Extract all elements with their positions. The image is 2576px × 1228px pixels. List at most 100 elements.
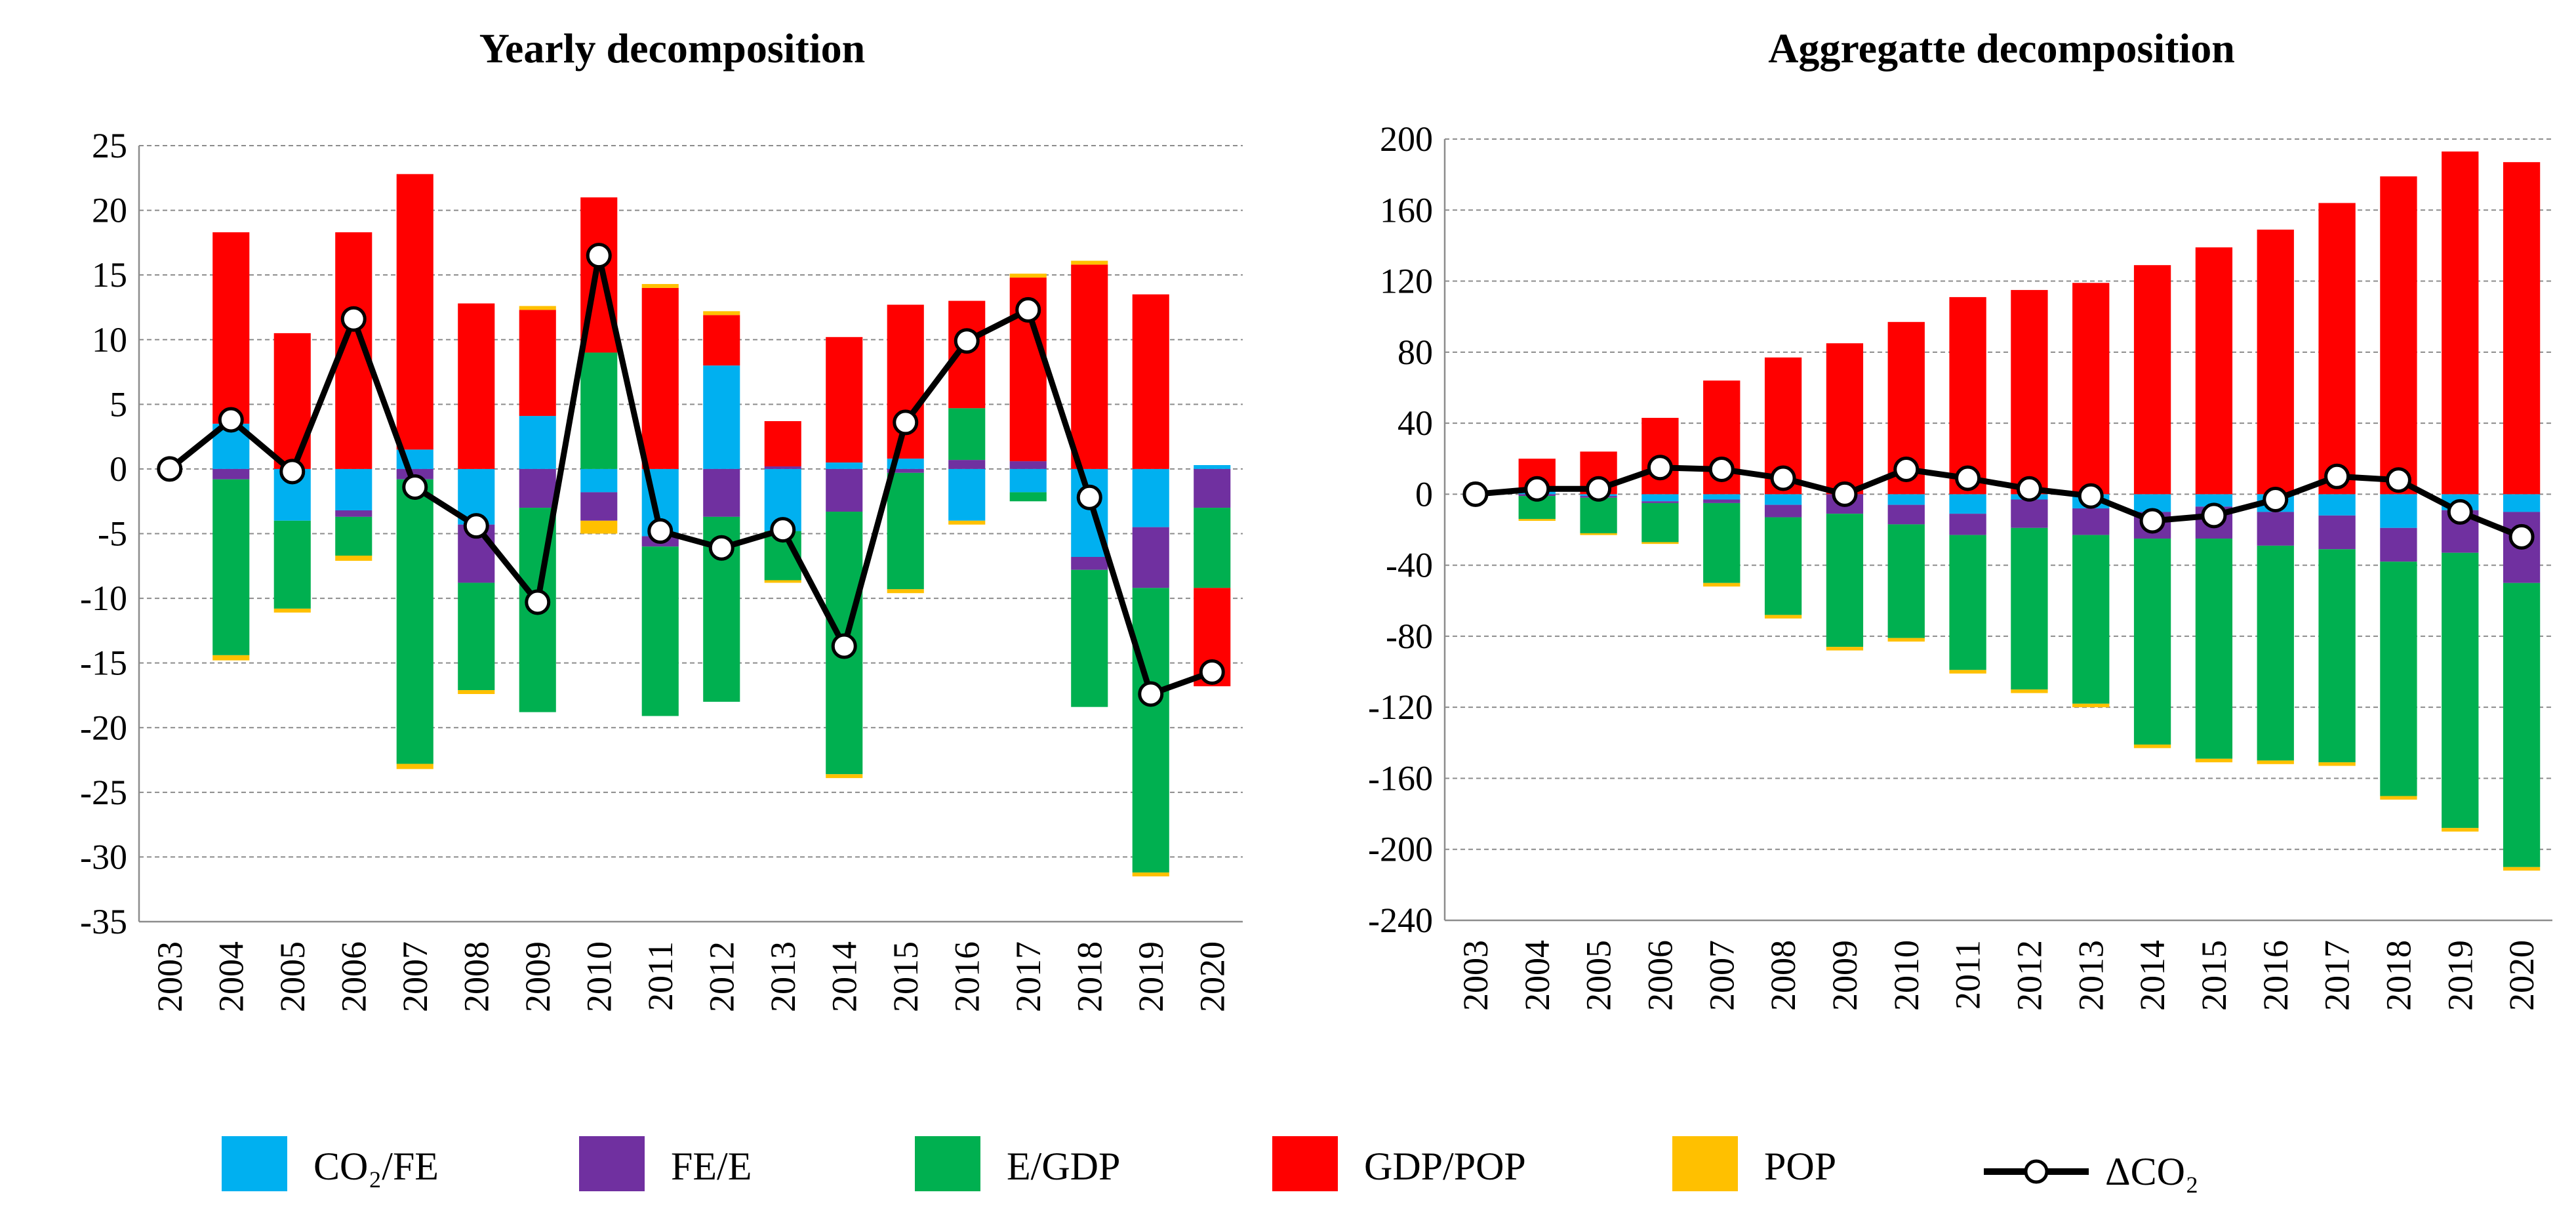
bar-fee-2004 <box>212 468 250 480</box>
bar-egdp-2008 <box>458 583 495 691</box>
bar-co2fe-2015 <box>2195 494 2233 507</box>
x-tick-label: 2009 <box>518 941 557 1012</box>
x-tick-label: 2017 <box>2318 940 2357 1011</box>
bar-egdp-2011 <box>641 546 679 716</box>
y-tick-label: -25 <box>80 773 127 812</box>
y-tick-label: 15 <box>92 255 127 295</box>
y-tick-label: -5 <box>98 514 127 554</box>
bar-co2fe-2009 <box>519 416 556 469</box>
dco2-point-2003 <box>1462 481 1489 507</box>
dco2-point-2005 <box>1586 476 1612 502</box>
x-tick-label: 2019 <box>1131 941 1171 1012</box>
y-tick-label: 5 <box>110 384 127 424</box>
bar-gdppop-2014 <box>826 337 863 463</box>
dco2-point-2007 <box>1708 456 1735 482</box>
aggregate-bars <box>1518 151 2541 871</box>
bar-gdppop-2018 <box>2380 176 2417 495</box>
dco2-point-2016 <box>2263 486 2289 512</box>
bar-egdp-2006 <box>1641 502 1679 542</box>
dco2-point-2013 <box>770 517 796 543</box>
bar-pop-2005 <box>273 608 311 613</box>
y-tick-label: 20 <box>92 191 127 230</box>
bar-egdp-2016 <box>948 408 986 460</box>
dco2-point-2012 <box>708 535 735 561</box>
bar-gdppop-2009 <box>519 310 556 417</box>
bar-gdppop-2009 <box>1826 343 1864 495</box>
bar-co2fe-2006 <box>1641 494 1679 502</box>
legend: CO₂/FE FE/E E/GDP GDP/POP POP ΔCO₂ <box>222 1136 2199 1193</box>
bar-fee-2012 <box>703 468 740 517</box>
y-tick-label: 40 <box>1398 403 1433 443</box>
x-tick-label: 2014 <box>2133 940 2172 1011</box>
bar-pop-2008 <box>458 690 495 694</box>
bar-co2fe-2008 <box>1764 494 1802 505</box>
x-tick-label: 2011 <box>641 941 680 1011</box>
bar-gdppop-2012 <box>703 315 740 366</box>
dco2-point-2014 <box>831 633 857 659</box>
y-tick-label: 10 <box>92 320 127 359</box>
bar-co2fe-2012 <box>703 365 740 469</box>
aggregate-chart-title: Aggregatte decomposition <box>1768 25 2235 72</box>
bar-egdp-2020 <box>1194 508 1231 588</box>
bar-gdppop-2013 <box>2072 283 2110 495</box>
x-tick-label: 2005 <box>273 941 312 1012</box>
bar-egdp-2006 <box>335 516 372 556</box>
yearly-decomposition-chart: Yearly decomposition 2520151050-5-10-15-… <box>80 25 1243 1012</box>
bar-pop-2018 <box>2380 796 2417 800</box>
bar-pop-2013 <box>764 580 801 583</box>
yearly-y-tick-labels: 25 20 15 10 5 0 -5 -10 -15 -20 -25 -30 -35 <box>80 126 127 941</box>
x-tick-label: 2004 <box>211 941 251 1012</box>
dco2-point-2019 <box>2447 499 2473 525</box>
bar-fee-2013 <box>2072 508 2110 535</box>
bar-egdp-2005 <box>273 520 311 609</box>
aggregate-y-tick-labels: 200 160 120 80 40 0 -40 -80 -120 -160 -200 -240 <box>1368 119 1433 940</box>
y-tick-label: -30 <box>80 837 127 876</box>
bar-pop-2019 <box>2442 828 2479 832</box>
bar-egdp-2013 <box>2072 535 2110 704</box>
y-tick-label: -35 <box>80 902 127 941</box>
bar-egdp-2014 <box>2133 539 2171 745</box>
legend-label-dco2: ΔCO₂ <box>2105 1150 2199 1193</box>
x-tick-label: 2020 <box>1192 941 1232 1012</box>
bar-gdppop-2019 <box>2442 151 2479 495</box>
yearly-chart-title: Yearly decomposition <box>479 25 865 72</box>
bar-pop-2005 <box>1580 533 1617 535</box>
bar-pop-2006 <box>1641 542 1679 544</box>
bar-egdp-2016 <box>2257 545 2294 761</box>
x-tick-label: 2011 <box>1948 940 1988 1010</box>
legend-label-fee: FE/E <box>671 1145 752 1188</box>
aggregate-x-tick-labels: 2003 2004 2005 2006 2007 2008 2009 2010 2011 2012… <box>1456 940 2541 1011</box>
y-tick-label: 0 <box>1415 474 1433 514</box>
bar-pop-2012 <box>703 311 740 316</box>
y-tick-label: -40 <box>1386 546 1433 585</box>
y-tick-label: 0 <box>110 449 127 489</box>
x-tick-label: 2013 <box>2071 940 2110 1011</box>
bar-pop-2004 <box>212 655 250 661</box>
bar-fee-2016 <box>948 460 986 469</box>
bar-fee-2017 <box>2318 515 2356 550</box>
bar-gdppop-2007 <box>396 174 433 450</box>
dco2-point-2007 <box>402 474 428 501</box>
bar-pop-2014 <box>826 774 863 779</box>
x-tick-label: 2018 <box>2379 940 2418 1011</box>
bar-pop-2011 <box>641 283 679 288</box>
dco2-point-2018 <box>1076 484 1102 510</box>
bar-pop-2012 <box>2011 689 2048 693</box>
x-tick-label: 2008 <box>1763 940 1803 1011</box>
y-tick-label: -160 <box>1368 758 1433 798</box>
dco2-point-2014 <box>2139 508 2165 534</box>
legend-item-co2fe: CO₂/FE <box>222 1136 439 1191</box>
dco2-point-2012 <box>2016 476 2042 502</box>
legend-swatch-egdp <box>915 1136 980 1191</box>
bar-fee-2019 <box>1132 527 1169 588</box>
bar-fee-2008 <box>1764 504 1802 518</box>
bar-fee-2010 <box>580 492 618 521</box>
bar-pop-2016 <box>948 520 986 525</box>
bar-gdppop-2012 <box>2011 290 2048 495</box>
bar-gdppop-2008 <box>458 303 495 469</box>
bar-pop-2013 <box>2072 703 2110 708</box>
bar-co2fe-2006 <box>335 468 372 511</box>
dco2-point-2015 <box>893 409 919 436</box>
